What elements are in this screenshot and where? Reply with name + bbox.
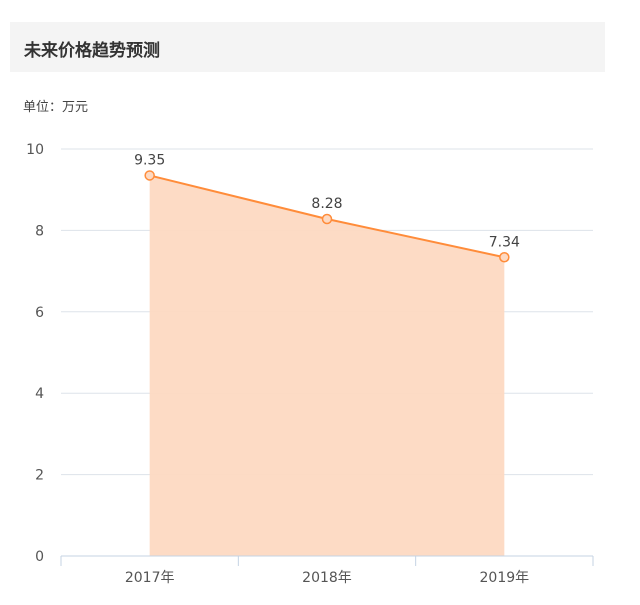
data-point: [144, 170, 155, 181]
data-point: [499, 252, 510, 263]
y-tick-label: 8: [35, 223, 44, 239]
y-tick-label: 6: [35, 305, 44, 321]
y-tick-label: 0: [35, 549, 44, 565]
area-fill: [149, 175, 505, 556]
section-title: 未来价格趋势预测: [24, 41, 160, 61]
data-point: [321, 213, 333, 225]
data-label: 9.35: [134, 152, 165, 168]
data-label: 7.34: [489, 234, 520, 250]
section-header: 未来价格趋势预测: [10, 22, 605, 72]
data-label: 8.28: [311, 196, 342, 212]
unit-label: 单位：万元: [23, 100, 89, 115]
x-tick-label: 2017年: [125, 570, 175, 586]
y-tick-label: 10: [26, 142, 44, 158]
x-tick-label: 2018年: [302, 570, 352, 586]
x-tick-label: 2019年: [480, 570, 530, 586]
y-tick-label: 2: [35, 468, 44, 484]
y-tick-label: 4: [35, 386, 44, 402]
